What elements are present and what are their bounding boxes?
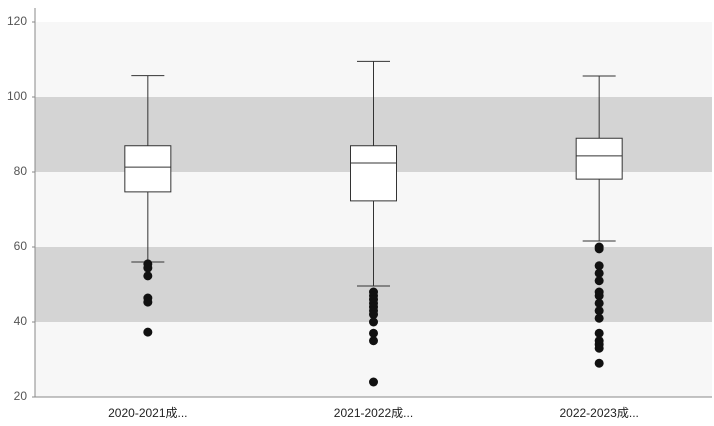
outlier (594, 298, 604, 308)
outlier (369, 336, 378, 346)
outlier (594, 276, 604, 286)
y-tick-label: 100 (7, 89, 27, 103)
outlier (594, 343, 604, 353)
outlier (369, 310, 378, 319)
outlier (143, 297, 153, 307)
y-tick-label: 20 (14, 389, 28, 403)
outlier (143, 271, 153, 281)
outlier (594, 328, 604, 338)
outlier (594, 244, 604, 254)
box (575, 137, 623, 180)
box (124, 145, 172, 193)
outlier (369, 377, 378, 387)
outlier (369, 328, 378, 338)
outlier (143, 263, 153, 273)
outlier (594, 358, 604, 368)
y-tick-label: 40 (14, 314, 28, 328)
outlier (594, 261, 604, 271)
outlier (594, 313, 604, 323)
y-tick-label: 80 (14, 164, 28, 178)
box (350, 145, 397, 202)
x-tick-label: 2021-2022成... (334, 406, 413, 420)
outlier (369, 317, 378, 327)
x-tick-label: 2022-2023成... (559, 406, 638, 420)
outlier (594, 268, 604, 278)
x-tick-label: 2020-2021成... (108, 406, 187, 420)
y-tick-label: 60 (14, 239, 28, 253)
outlier (594, 306, 604, 316)
outlier (594, 291, 604, 301)
y-tick-label: 120 (7, 14, 27, 28)
outlier (143, 327, 153, 337)
